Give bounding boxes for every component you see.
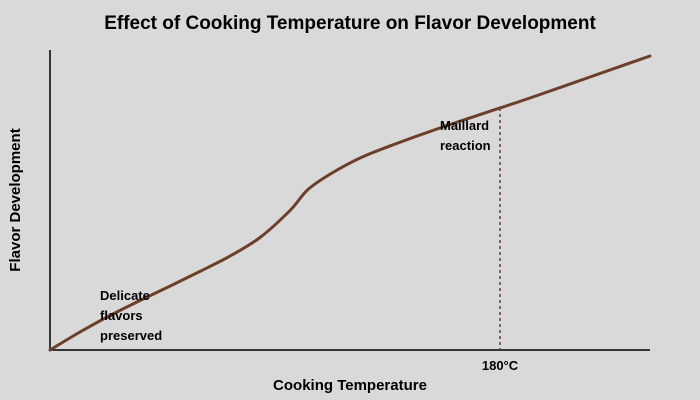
- annotation-delicate-flavors: Delicate flavors preserved: [100, 288, 162, 343]
- y-axis-label: Flavor Development: [7, 128, 24, 271]
- series-layer: [48, 54, 652, 352]
- x-axis-label: Cooking Temperature: [273, 377, 427, 394]
- x-tick-labels: 180°C: [482, 358, 519, 373]
- chart-title: Effect of Cooking Temperature on Flavor …: [104, 13, 596, 34]
- annotation-maillard-reaction: Maillard reaction: [440, 118, 493, 153]
- annotation-maillard-line-1: Maillard: [440, 118, 489, 133]
- x-tick-label-0: 180°C: [482, 358, 519, 373]
- annotation-maillard-line-2: reaction: [440, 138, 491, 153]
- series-line-0: [48, 54, 652, 352]
- annotation-delicate-line-2: flavors: [100, 308, 143, 323]
- annotation-delicate-line-1: Delicate: [100, 288, 150, 303]
- annotation-delicate-line-3: preserved: [100, 328, 162, 343]
